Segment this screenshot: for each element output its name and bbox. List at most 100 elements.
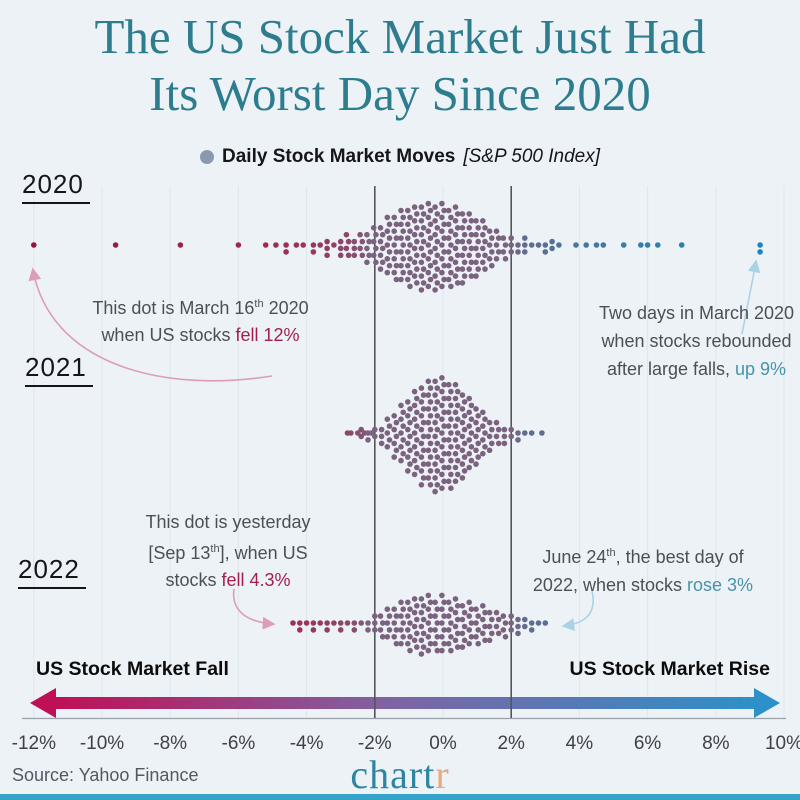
data-dot [459,225,466,231]
data-dot [486,623,493,630]
data-dot [468,218,475,224]
data-dot [466,423,473,429]
data-dot [445,640,452,647]
annotation-line: when US stocks fell 12% [88,322,313,349]
data-dot [482,623,488,630]
bottom-accent-bar [0,794,800,800]
data-dot [441,395,447,402]
data-dot [337,620,344,626]
data-dot [427,235,434,241]
data-dot [535,620,542,626]
data-dot [425,634,432,640]
data-dot [384,634,391,640]
data-dot [434,647,441,654]
data-dot [384,444,391,450]
data-dot [400,269,407,276]
data-dot [384,242,391,248]
data-dot [480,437,486,443]
data-dot [439,444,445,450]
data-dot [475,640,482,647]
data-dot [379,259,386,266]
data-dot [459,211,466,217]
data-dot [372,627,378,633]
annotation-text: This dot is March 16 [92,298,255,318]
data-dot [411,259,418,266]
data-dot [486,433,493,440]
data-dot [445,423,452,429]
data-dot [405,262,411,269]
data-dot [515,249,521,255]
data-dot [407,419,413,426]
data-dot [466,266,473,272]
data-dot [432,433,438,440]
data-dot [448,606,454,612]
data-dot [414,252,420,259]
data-dot [439,375,445,381]
data-dot [502,620,509,626]
annotation-line: This dot is March 16th 2020 [88,291,313,322]
data-dot [448,620,454,626]
data-dot [445,249,452,255]
data-dot [310,249,317,255]
data-dot [482,609,488,616]
data-dot [459,433,466,440]
data-dot [441,599,447,606]
chartr-logo: chartr [0,751,800,798]
data-dot [425,406,432,412]
annotation-march-2020-rebound: Two days in March 2020 when stocks reboun… [594,299,799,383]
data-dot [441,450,447,457]
data-dot [482,430,488,436]
axis-fall-label: US Stock Market Fall [36,658,229,680]
data-dot [452,231,459,238]
data-dot [434,385,441,391]
data-dot [500,627,507,633]
data-dot [515,623,521,630]
data-dot [386,235,393,241]
data-dot [466,437,473,443]
data-dot [620,242,627,248]
data-dot [482,238,488,245]
data-dot [366,238,372,245]
data-dot [486,447,493,454]
data-dot [411,245,418,252]
data-dot [386,423,393,429]
data-dot [373,259,379,266]
data-dot [398,430,404,436]
data-dot [466,613,473,619]
data-dot [398,613,404,619]
data-dot [441,464,447,471]
data-dot [439,388,445,395]
data-dot [468,259,475,266]
data-dot [373,245,379,252]
page-title: The US Stock Market Just Had Its Worst D… [0,8,800,122]
data-dot [414,409,420,416]
data-dot [418,454,425,460]
data-dot [418,609,425,616]
data-dot [378,440,385,447]
data-dot [434,225,441,231]
data-dot [400,423,407,429]
data-dot [400,242,407,248]
annotation-line: after large falls, up 9% [594,355,799,383]
data-dot [439,634,445,640]
data-dot [393,433,400,440]
data-dot [379,620,386,626]
data-dot [391,620,398,626]
data-dot [441,381,447,388]
data-dot [508,627,514,633]
data-dot [418,637,425,644]
data-dot [489,630,495,637]
data-dot [418,218,425,224]
annotation-text: ], when US [219,543,308,563]
data-dot [414,630,420,637]
data-dot [441,221,447,228]
data-dot [414,616,420,623]
data-dot [372,613,378,619]
data-dot [357,245,363,252]
data-dot [473,259,479,266]
data-dot [411,471,418,478]
data-dot [475,613,482,619]
data-dot [542,620,549,626]
data-dot [486,419,493,426]
data-dot [418,651,425,657]
